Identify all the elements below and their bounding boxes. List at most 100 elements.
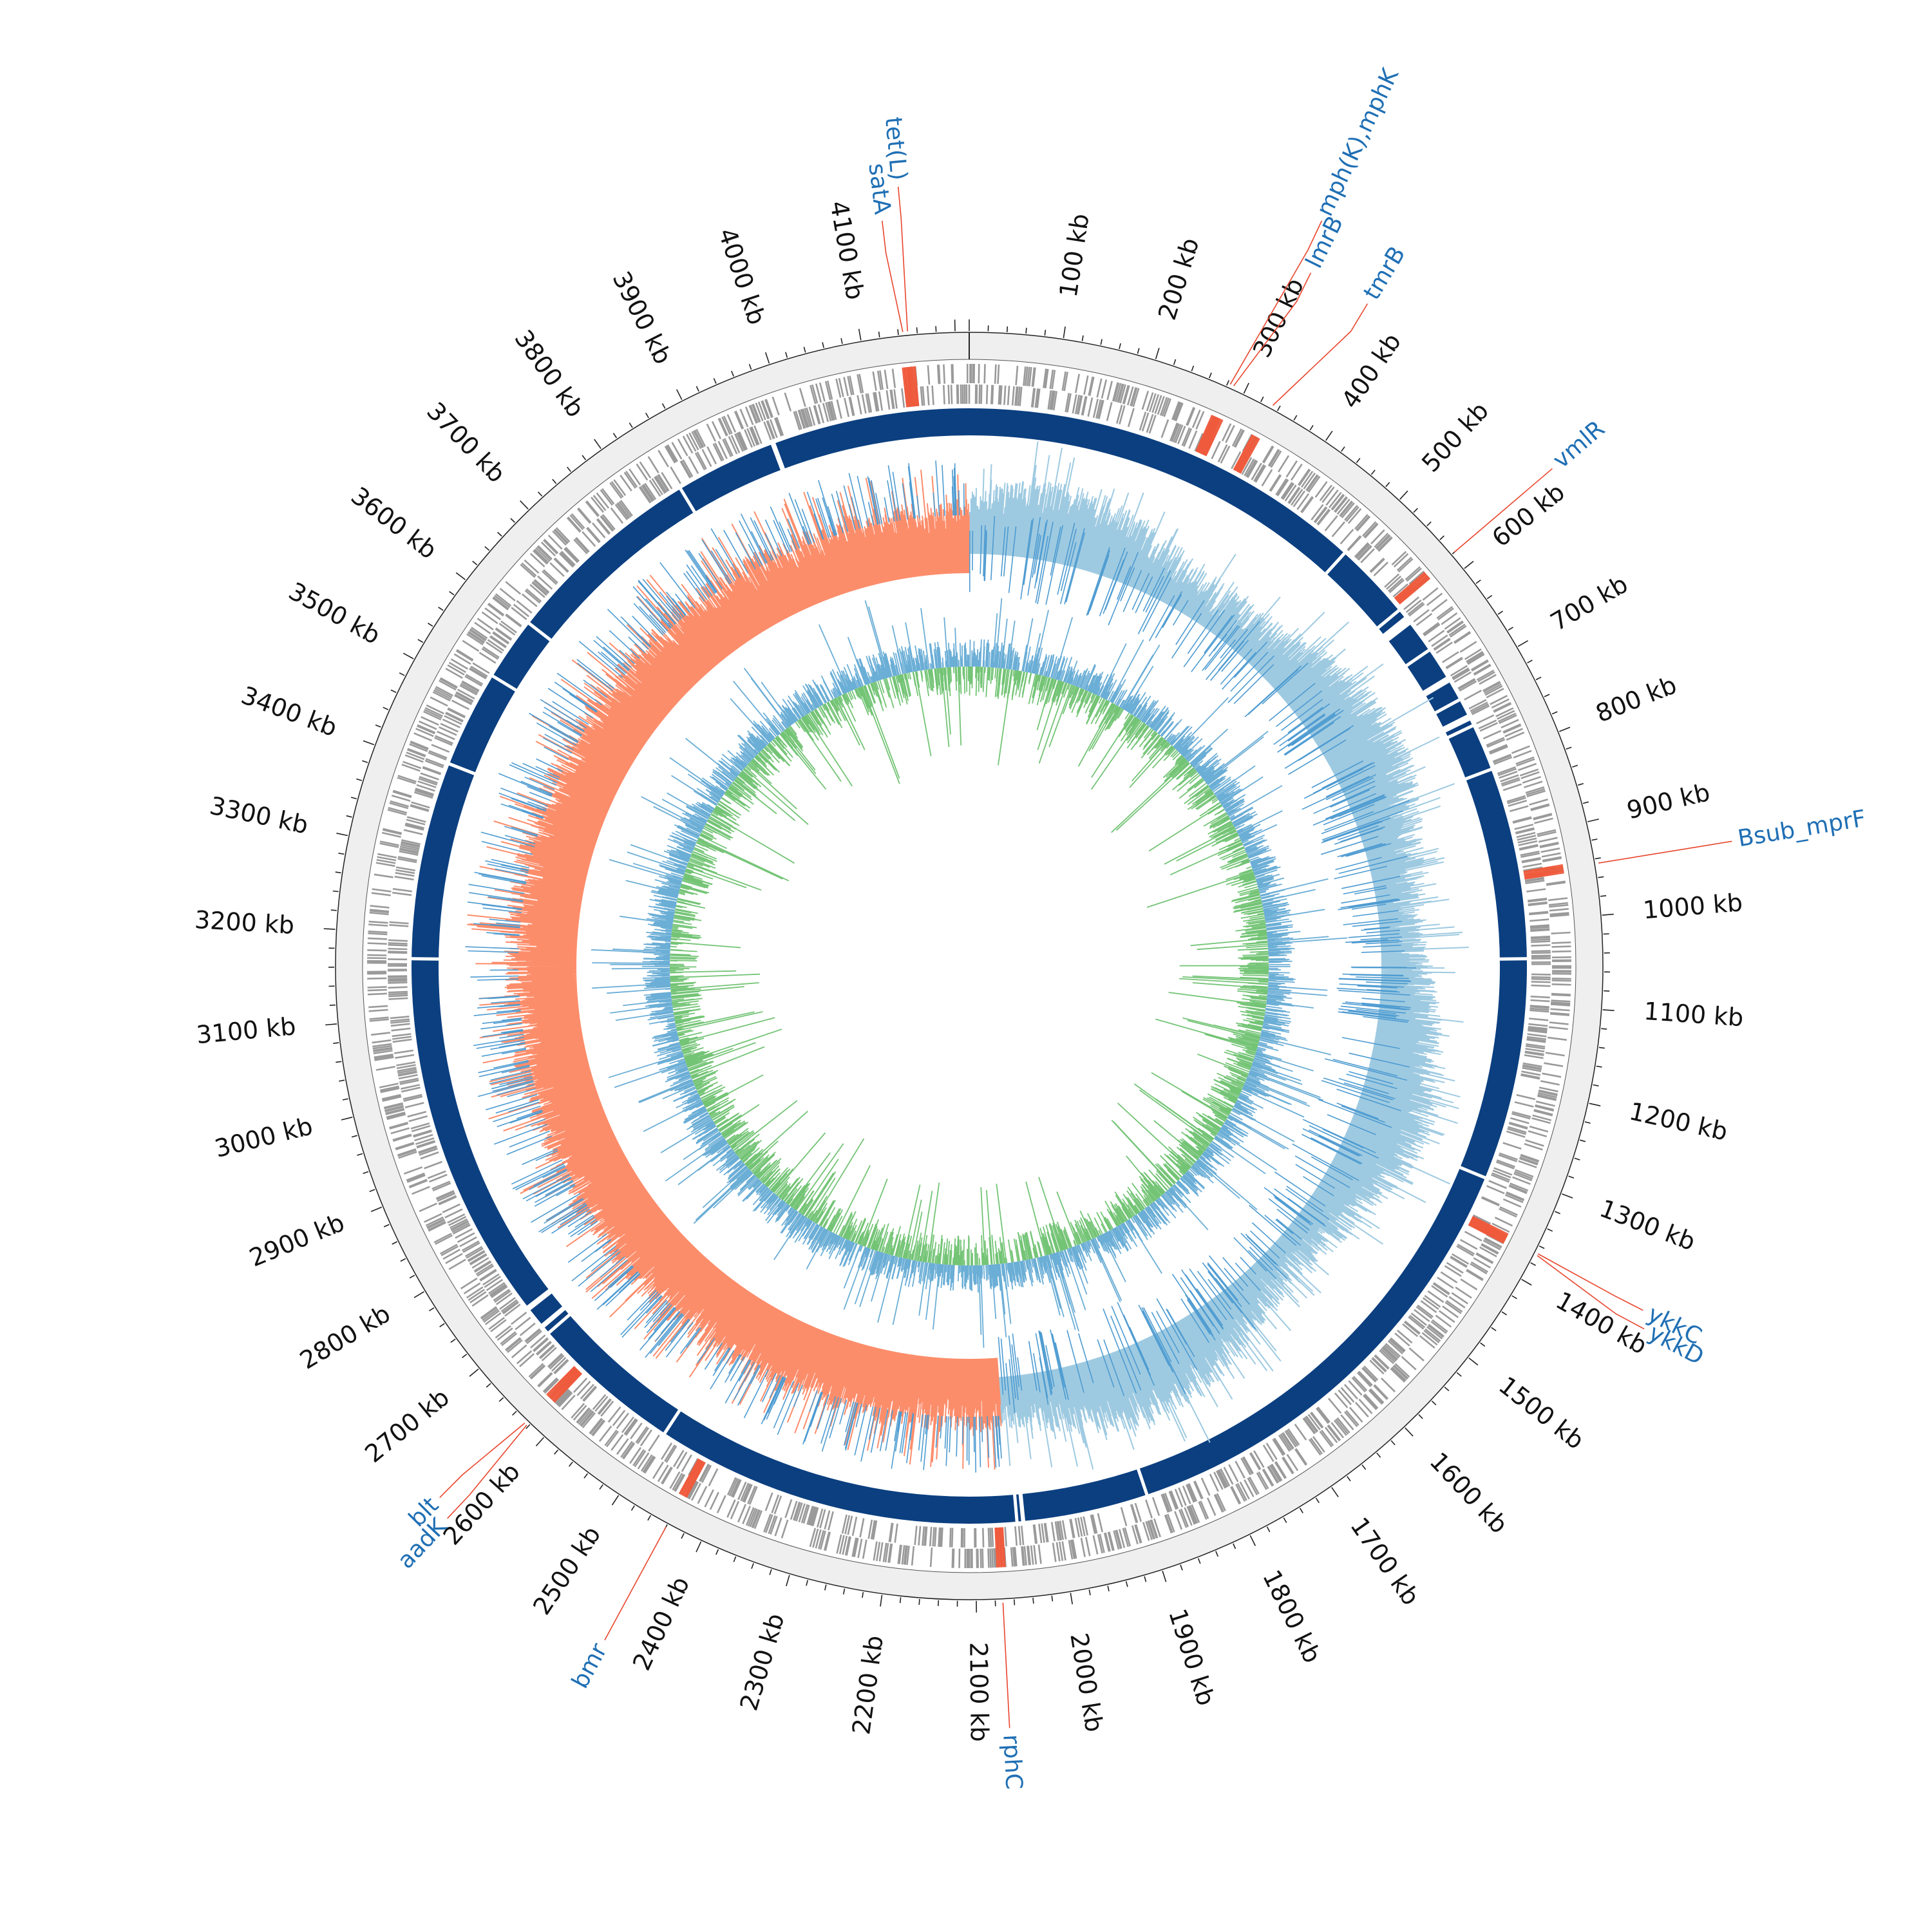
tick-label: 1100 kb	[1643, 997, 1745, 1032]
tick-label: 2000 kb	[1065, 1631, 1108, 1734]
tick-label: 300 kb	[1247, 274, 1309, 362]
contig-gap	[526, 620, 554, 643]
gc-skew-negative	[467, 469, 1002, 1470]
contig-gap	[1457, 1165, 1488, 1180]
contig-gap	[1444, 723, 1476, 741]
contig-gap	[1463, 766, 1494, 782]
tick-label: 2800 kb	[295, 1299, 395, 1374]
contig-gap	[1403, 647, 1432, 668]
tick-label: 700 kb	[1546, 570, 1633, 637]
feature-track	[366, 363, 1572, 1569]
feature-track-layer	[366, 363, 1572, 1569]
contig-break	[1381, 615, 1413, 643]
tick-label: 2400 kb	[627, 1572, 695, 1674]
tick-label: 3700 kb	[421, 397, 511, 488]
tick-label: 400 kb	[1336, 328, 1406, 413]
tick-label: 2500 kb	[527, 1521, 606, 1620]
tick-label: 3500 kb	[284, 577, 385, 650]
gene-leader-line	[1537, 1255, 1645, 1330]
tick-label: 2200 kb	[847, 1634, 889, 1736]
contig-gap	[545, 1312, 573, 1336]
tick-label: 2600 kb	[438, 1457, 526, 1550]
gene-leader-line	[1272, 303, 1368, 406]
tick-label: 1900 kb	[1163, 1605, 1220, 1709]
gene-leader-line	[897, 186, 908, 332]
contig-gap	[409, 957, 442, 961]
gene-leader-line	[1537, 1253, 1643, 1311]
tick-label: 1500 kb	[1493, 1371, 1589, 1455]
contig-break	[526, 1289, 554, 1312]
contig-gap	[1323, 550, 1348, 576]
tick-label: 1300 kb	[1596, 1194, 1699, 1256]
tick-label: 3100 kb	[195, 1012, 297, 1049]
gene-leader-line	[1598, 840, 1732, 864]
tick-mark-layer	[323, 319, 1615, 1613]
tick-label: 100 kb	[1054, 212, 1095, 299]
contig-gap	[677, 486, 697, 515]
tick-label: 3600 kb	[346, 482, 442, 565]
tick-label: 2100 kb	[964, 1642, 994, 1742]
tick-label: 500 kb	[1416, 397, 1494, 478]
tick-label: 1700 kb	[1345, 1512, 1425, 1610]
gc-skew-track-layer	[465, 441, 1469, 1473]
tick-label: 1400 kb	[1551, 1286, 1652, 1360]
gene-label-vmlr: vmlR	[1548, 415, 1610, 474]
tick-label: 900 kb	[1624, 778, 1712, 825]
tick-label: 3400 kb	[238, 681, 341, 742]
tick-label: 3900 kb	[607, 267, 677, 368]
tick-marks	[323, 319, 1615, 1613]
contig-gap	[489, 673, 519, 693]
gc-content-below	[669, 666, 1269, 1266]
gc-content-track-layer	[591, 598, 1348, 1348]
tick-label: 200 kb	[1153, 234, 1204, 323]
contig-gap	[1432, 697, 1463, 715]
contig-break	[1440, 713, 1473, 734]
gene-leader-line	[604, 1526, 667, 1641]
contig-ring	[412, 408, 1527, 1524]
gene-label-lmrb: lmrB	[1301, 212, 1349, 272]
gene-label-bsub-mprf: Bsub_mprF	[1736, 806, 1868, 853]
gene-leader-line	[1454, 468, 1553, 553]
gene-leader-line	[1002, 1602, 1010, 1728]
contig-break	[1421, 675, 1452, 698]
contig-gap	[1018, 1491, 1025, 1524]
resistance-feature-track	[545, 366, 1564, 1568]
gene-label-bmr: bmr	[567, 1639, 612, 1693]
gc-skew-spikes	[465, 460, 1417, 1473]
tick-label: 4100 kb	[824, 199, 869, 302]
gene-label-tet-l-: tet(L)	[880, 116, 912, 182]
tick-label: 3200 kb	[194, 905, 295, 940]
tick-label: 1200 kb	[1627, 1097, 1730, 1146]
tick-label: 2700 kb	[359, 1383, 455, 1468]
gene-label-mph-k-mphk: mph(K),mphK	[1312, 64, 1405, 220]
gene-leader-line	[1233, 272, 1312, 386]
tick-label: 4000 kb	[713, 225, 772, 328]
contig-gap	[446, 761, 478, 777]
contig-break	[1020, 1491, 1026, 1524]
contig-break	[1014, 1492, 1018, 1524]
tick-label: 1000 kb	[1642, 888, 1744, 924]
contig-gap	[1135, 1466, 1150, 1498]
gc-content-above	[591, 598, 1348, 1348]
tick-label: 1600 kb	[1425, 1447, 1513, 1539]
gene-label-sata: satA	[863, 162, 895, 216]
contig-track-layer	[409, 408, 1530, 1525]
contig-gap	[1497, 957, 1530, 961]
gene-leader-line	[882, 220, 904, 332]
tick-label: 2300 kb	[734, 1610, 790, 1714]
gene-label-tmrb: tmrB	[1359, 242, 1411, 305]
gene-leader-line	[1229, 220, 1323, 385]
tick-label: 800 kb	[1592, 670, 1681, 728]
gene-label-rphc: rphC	[998, 1734, 1027, 1790]
tick-label: 3300 kb	[207, 791, 311, 840]
tick-label: 3800 kb	[509, 325, 590, 422]
gene-leader-line	[439, 1423, 526, 1498]
tick-label: 3000 kb	[212, 1112, 316, 1163]
contig-gap	[524, 1287, 553, 1310]
contig-break	[539, 1305, 567, 1330]
tick-label: 1800 kb	[1257, 1566, 1327, 1667]
contig-break	[771, 440, 786, 472]
